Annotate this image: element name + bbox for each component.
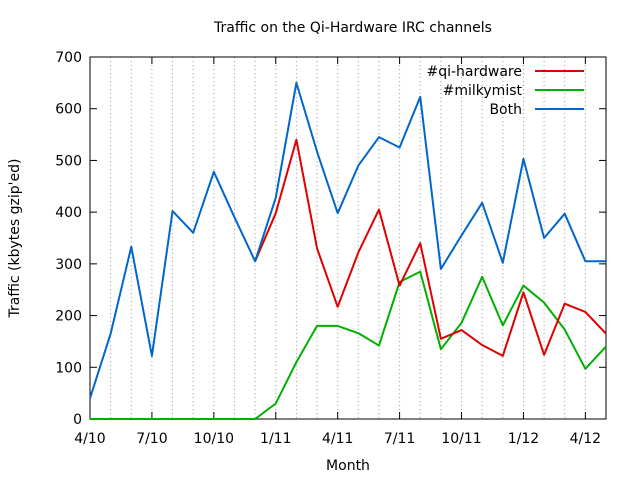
legend-label: Both	[489, 102, 522, 118]
x-tick-label: 7/11	[384, 431, 415, 447]
x-tick-label: 7/10	[136, 431, 167, 447]
x-tick-label: 4/12	[570, 431, 601, 447]
legend: #qi-hardware #milkymist Both	[427, 64, 584, 118]
y-axis-label: Traffic (kbytes gzip'ed)	[7, 159, 23, 319]
y-tick-label: 400	[55, 205, 82, 221]
x-axis: 4/10 7/10 10/10 1/11 4/11 7/11 10/11 1/12 4/12	[74, 57, 601, 447]
y-tick-label: 500	[55, 153, 82, 169]
y-axis: 0 100 200 300 400 500 600 700	[55, 50, 606, 428]
series-line-milkymist	[90, 270, 607, 420]
series-line-qi-hardware	[254, 138, 607, 357]
y-tick-label: 200	[55, 309, 82, 325]
y-tick-label: 300	[55, 257, 82, 273]
series-line-both	[89, 81, 606, 399]
x-axis-label: Month	[326, 458, 370, 474]
series-lines	[89, 81, 607, 420]
x-tick-label: 1/11	[260, 431, 291, 447]
x-tick-label: 1/12	[508, 431, 539, 447]
chart-title: Traffic on the Qi-Hardware IRC channels	[213, 20, 492, 36]
legend-label: #milkymist	[443, 83, 523, 99]
plot-frame	[89, 56, 607, 420]
x-tick-label: 4/10	[74, 431, 105, 447]
y-tick-label: 0	[73, 412, 82, 428]
y-tick-label: 700	[55, 50, 82, 66]
y-tick-label: 100	[55, 360, 82, 376]
grid	[110, 57, 586, 419]
x-tick-label: 10/10	[194, 431, 234, 447]
y-tick-label: 600	[55, 102, 82, 118]
x-tick-label: 4/11	[322, 431, 353, 447]
legend-label: #qi-hardware	[427, 64, 523, 80]
x-tick-label: 10/11	[441, 431, 481, 447]
